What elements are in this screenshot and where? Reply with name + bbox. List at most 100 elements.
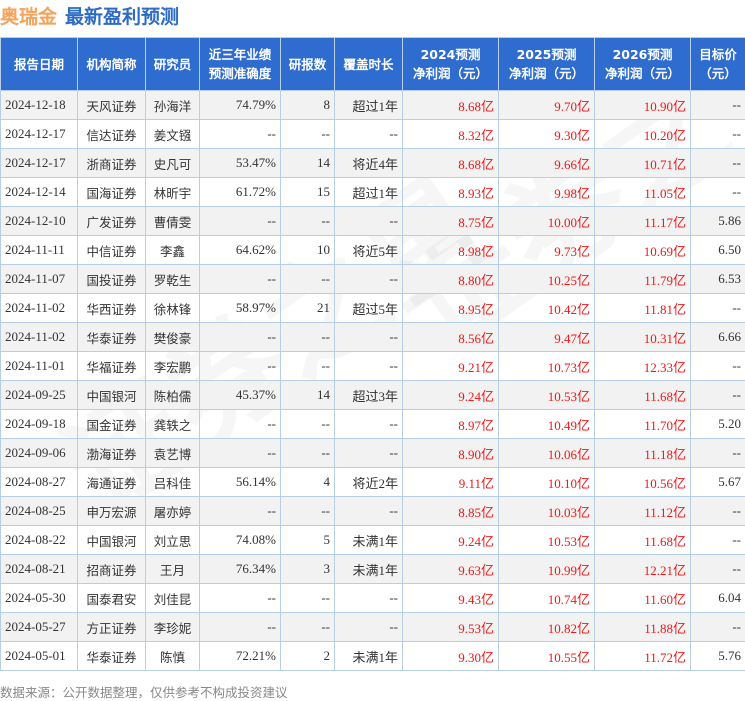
forecast-2026-cell: 11.18亿 xyxy=(595,439,691,468)
report-count-cell: -- xyxy=(281,352,335,381)
institution-cell: 申万宏源 xyxy=(78,497,146,526)
coverage-duration-cell: 超过5年 xyxy=(335,294,403,323)
forecast-2025-cell: 9.47亿 xyxy=(499,323,595,352)
coverage-duration-cell: 未满1年 xyxy=(335,526,403,555)
coverage-duration-cell: -- xyxy=(335,439,403,468)
accuracy-cell: 76.34% xyxy=(200,555,281,584)
analyst-cell: 刘佳昆 xyxy=(146,584,200,613)
institution-cell: 华西证券 xyxy=(78,294,146,323)
report-date-cell: 2024-08-25 xyxy=(1,497,78,526)
institution-cell: 信达证券 xyxy=(78,120,146,149)
analyst-cell: 史凡可 xyxy=(146,149,200,178)
coverage-duration-cell: 超过3年 xyxy=(335,381,403,410)
forecast-2025-cell: 10.00亿 xyxy=(499,207,595,236)
target-price-cell: 6.53 xyxy=(691,265,745,294)
forecast-2026-cell: 11.72亿 xyxy=(595,642,691,671)
accuracy-cell: -- xyxy=(200,613,281,642)
report-count-cell: -- xyxy=(281,613,335,642)
target-price-cell: 6.66 xyxy=(691,323,745,352)
coverage-duration-cell: 将近4年 xyxy=(335,149,403,178)
institution-cell: 华福证券 xyxy=(78,352,146,381)
report-count-cell: 15 xyxy=(281,178,335,207)
accuracy-cell: 56.14% xyxy=(200,468,281,497)
forecast-2026-cell: 11.60亿 xyxy=(595,584,691,613)
report-count-cell: 3 xyxy=(281,555,335,584)
report-count-cell: 4 xyxy=(281,468,335,497)
report-date-cell: 2024-11-02 xyxy=(1,294,78,323)
report-count-cell: -- xyxy=(281,497,335,526)
forecast-2024-cell: 8.98亿 xyxy=(403,236,499,265)
institution-cell: 国金证券 xyxy=(78,410,146,439)
coverage-duration-cell: -- xyxy=(335,120,403,149)
analyst-cell: 徐林锋 xyxy=(146,294,200,323)
forecast-2024-cell: 8.56亿 xyxy=(403,323,499,352)
forecast-2026-cell: 11.81亿 xyxy=(595,294,691,323)
analyst-cell: 林昕宇 xyxy=(146,178,200,207)
target-price-cell: -- xyxy=(691,120,745,149)
report-date-cell: 2024-09-25 xyxy=(1,381,78,410)
institution-cell: 华泰证券 xyxy=(78,642,146,671)
accuracy-cell: 61.72% xyxy=(200,178,281,207)
report-count-cell: 5 xyxy=(281,526,335,555)
institution-cell: 中国银河 xyxy=(78,526,146,555)
accuracy-cell: 64.62% xyxy=(200,236,281,265)
forecast-2024-cell: 8.75亿 xyxy=(403,207,499,236)
report-count-cell: -- xyxy=(281,439,335,468)
forecast-2025-cell: 10.25亿 xyxy=(499,265,595,294)
forecast-2025-cell: 9.30亿 xyxy=(499,120,595,149)
forecast-2026-cell: 12.33亿 xyxy=(595,352,691,381)
accuracy-cell: -- xyxy=(200,323,281,352)
analyst-cell: 吕科佳 xyxy=(146,468,200,497)
forecast-2026-cell: 11.05亿 xyxy=(595,178,691,207)
forecast-2024-cell: 9.24亿 xyxy=(403,381,499,410)
report-count-cell: 2 xyxy=(281,642,335,671)
forecast-2025-cell: 10.42亿 xyxy=(499,294,595,323)
coverage-duration-cell: 将近5年 xyxy=(335,236,403,265)
report-date-cell: 2024-12-18 xyxy=(1,91,78,120)
accuracy-cell: 53.47% xyxy=(200,149,281,178)
target-price-cell: -- xyxy=(691,352,745,381)
forecast-2024-cell: 8.97亿 xyxy=(403,410,499,439)
target-price-cell: 6.50 xyxy=(691,236,745,265)
report-count-cell: 14 xyxy=(281,381,335,410)
forecast-2024-cell: 9.43亿 xyxy=(403,584,499,613)
forecast-2024-cell: 8.68亿 xyxy=(403,91,499,120)
report-date-cell: 2024-09-18 xyxy=(1,410,78,439)
forecast-2024-cell: 8.32亿 xyxy=(403,120,499,149)
forecast-2026-cell: 11.70亿 xyxy=(595,410,691,439)
report-date-cell: 2024-09-06 xyxy=(1,439,78,468)
forecast-2024-cell: 8.68亿 xyxy=(403,149,499,178)
forecast-2025-cell: 10.73亿 xyxy=(499,352,595,381)
forecast-2025-cell: 10.82亿 xyxy=(499,613,595,642)
analyst-cell: 袁艺博 xyxy=(146,439,200,468)
target-price-cell: -- xyxy=(691,497,745,526)
forecast-2025-cell: 10.06亿 xyxy=(499,439,595,468)
report-date-cell: 2024-08-22 xyxy=(1,526,78,555)
report-count-cell: 21 xyxy=(281,294,335,323)
forecast-2025-cell: 9.66亿 xyxy=(499,149,595,178)
analyst-cell: 姜文镪 xyxy=(146,120,200,149)
forecast-2025-cell: 10.53亿 xyxy=(499,526,595,555)
accuracy-cell: 72.21% xyxy=(200,642,281,671)
coverage-duration-cell: -- xyxy=(335,323,403,352)
institution-cell: 国投证券 xyxy=(78,265,146,294)
report-date-cell: 2024-08-21 xyxy=(1,555,78,584)
target-price-cell: 6.04 xyxy=(691,584,745,613)
target-price-cell: -- xyxy=(691,526,745,555)
forecast-2024-cell: 9.21亿 xyxy=(403,352,499,381)
forecast-2026-cell: 10.20亿 xyxy=(595,120,691,149)
target-price-cell: 5.20 xyxy=(691,410,745,439)
forecast-2024-cell: 9.11亿 xyxy=(403,468,499,497)
target-price-cell: -- xyxy=(691,381,745,410)
